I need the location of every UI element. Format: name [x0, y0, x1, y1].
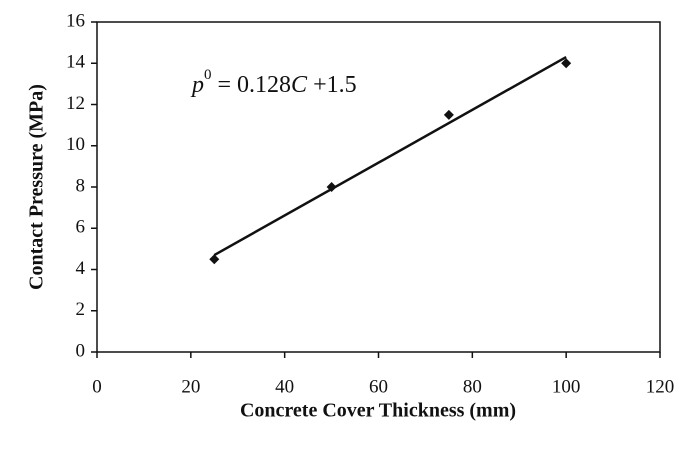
y-axis-label: Contact Pressure (MPa) — [26, 84, 48, 290]
eq-end: +1.5 — [307, 72, 357, 98]
y-tick-label: 4 — [76, 258, 86, 279]
x-tick-label: 120 — [646, 376, 675, 397]
y-tick-label: 8 — [76, 175, 86, 196]
x-tick-label: 20 — [181, 376, 200, 397]
y-tick-label: 14 — [66, 52, 86, 73]
y-tick-label: 16 — [66, 10, 85, 31]
data-point — [561, 58, 572, 69]
plot-frame — [96, 21, 661, 353]
data-point — [443, 109, 454, 120]
y-tick-label: 6 — [76, 217, 86, 238]
y-tick-label: 2 — [76, 299, 86, 320]
x-tick-label: 0 — [92, 376, 102, 397]
data-point — [209, 254, 220, 265]
eq-lhs: p — [190, 72, 204, 98]
data-point — [326, 182, 337, 192]
eq-sup: 0 — [204, 67, 212, 83]
y-tick-label: 0 — [76, 340, 86, 361]
x-axis-label: Concrete Cover Thickness (mm) — [240, 400, 516, 422]
x-tick-label: 80 — [463, 376, 482, 397]
trend-line — [213, 55, 567, 257]
y-tick-label: 12 — [66, 93, 85, 114]
x-tick-label: 100 — [552, 376, 581, 397]
x-tick-label: 40 — [275, 376, 294, 397]
y-tick-label: 10 — [66, 134, 85, 155]
eq-mid: = 0.128 — [212, 72, 292, 98]
eq-var: C — [291, 72, 308, 98]
x-tick-label: 60 — [369, 376, 388, 397]
equation: p0 = 0.128C +1.5 — [190, 67, 357, 97]
